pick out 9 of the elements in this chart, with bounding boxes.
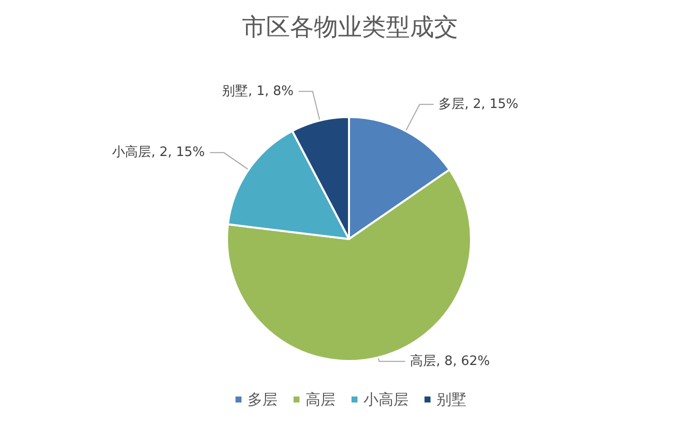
- legend-label: 小高层: [364, 390, 408, 408]
- legend-label: 别墅: [436, 390, 466, 408]
- legend-label: 高层: [306, 390, 336, 408]
- data-label: 小高层, 2, 15%: [112, 144, 205, 160]
- data-label: 高层, 8, 62%: [410, 352, 490, 369]
- data-label: 多层, 2, 15%: [438, 96, 518, 112]
- chart-title: 市区各物业类型成交: [242, 13, 458, 41]
- legend-label: 多层: [248, 390, 278, 408]
- data-label: 别墅, 1, 8%: [222, 84, 294, 99]
